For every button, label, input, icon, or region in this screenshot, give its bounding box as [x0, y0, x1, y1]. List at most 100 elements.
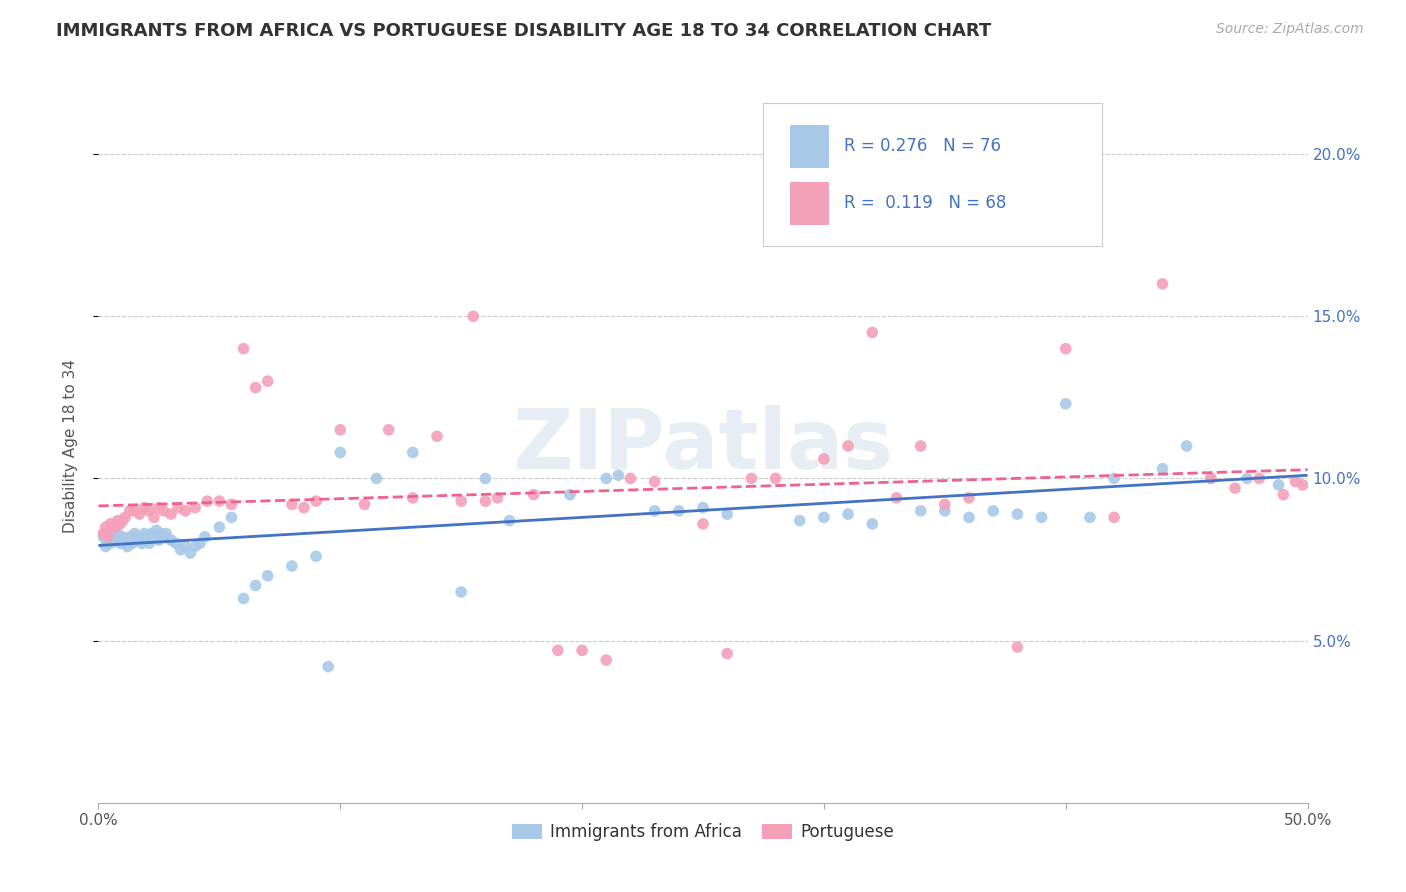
Point: [124, 526, 146, 541]
Point: [138, 536, 160, 550]
Point: [366, 471, 388, 485]
Point: [813, 510, 835, 524]
Point: [740, 471, 762, 485]
Point: [463, 310, 485, 324]
Point: [486, 491, 509, 505]
Point: [910, 504, 932, 518]
Point: [1267, 478, 1289, 492]
Point: [152, 530, 174, 544]
Point: [101, 530, 124, 544]
Point: [957, 510, 980, 524]
Point: [111, 530, 134, 544]
Point: [174, 504, 197, 518]
Point: [134, 526, 156, 541]
Point: [813, 452, 835, 467]
Point: [668, 504, 690, 518]
Point: [118, 504, 141, 518]
Point: [134, 500, 156, 515]
Point: [111, 514, 134, 528]
Point: [934, 504, 956, 518]
Point: [91, 530, 114, 544]
Legend: Immigrants from Africa, Portuguese: Immigrants from Africa, Portuguese: [505, 817, 901, 848]
Y-axis label: Disability Age 18 to 34: Disability Age 18 to 34: [63, 359, 77, 533]
Point: [1152, 277, 1174, 291]
Point: [138, 504, 160, 518]
Text: IMMIGRANTS FROM AFRICA VS PORTUGUESE DISABILITY AGE 18 TO 34 CORRELATION CHART: IMMIGRANTS FROM AFRICA VS PORTUGUESE DIS…: [56, 22, 991, 40]
Point: [91, 526, 114, 541]
Point: [245, 381, 267, 395]
Point: [558, 488, 581, 502]
Point: [607, 468, 630, 483]
Point: [194, 530, 217, 544]
Point: [837, 507, 859, 521]
Point: [860, 516, 883, 531]
Point: [148, 500, 170, 515]
Text: R = 0.276   N = 76: R = 0.276 N = 76: [845, 137, 1001, 155]
Point: [101, 520, 124, 534]
Point: [1199, 471, 1222, 485]
Point: [148, 533, 170, 547]
Point: [1249, 471, 1271, 485]
Point: [1199, 471, 1222, 485]
Point: [221, 510, 243, 524]
Point: [174, 540, 197, 554]
Point: [498, 514, 520, 528]
Point: [143, 530, 166, 544]
Point: [1223, 481, 1246, 495]
Point: [523, 488, 546, 502]
Point: [167, 500, 190, 515]
Point: [644, 504, 666, 518]
Point: [1272, 488, 1295, 502]
Point: [353, 497, 375, 511]
Point: [981, 504, 1004, 518]
Point: [281, 559, 304, 574]
Point: [107, 514, 129, 528]
Point: [644, 475, 666, 489]
Point: [571, 643, 593, 657]
Point: [1102, 510, 1125, 524]
Point: [100, 516, 122, 531]
Point: [94, 540, 117, 554]
Point: [1236, 471, 1258, 485]
Point: [184, 500, 207, 515]
FancyBboxPatch shape: [763, 103, 1102, 246]
Point: [104, 533, 127, 547]
Point: [1007, 507, 1029, 521]
Point: [184, 540, 207, 554]
Point: [208, 520, 231, 534]
Point: [1284, 475, 1306, 489]
Point: [169, 542, 191, 557]
Point: [474, 494, 496, 508]
Point: [117, 540, 139, 554]
Point: [232, 591, 254, 606]
Point: [716, 507, 738, 521]
Point: [160, 507, 183, 521]
Point: [128, 533, 150, 547]
Point: [474, 471, 496, 485]
Point: [94, 520, 117, 534]
Point: [860, 326, 883, 340]
Point: [100, 536, 122, 550]
Point: [692, 516, 714, 531]
Point: [329, 445, 352, 459]
Point: [121, 536, 143, 550]
Text: Source: ZipAtlas.com: Source: ZipAtlas.com: [1216, 22, 1364, 37]
Point: [127, 530, 149, 544]
Point: [305, 549, 328, 564]
Point: [934, 497, 956, 511]
Point: [107, 526, 129, 541]
Point: [160, 533, 183, 547]
Point: [1054, 342, 1077, 356]
Point: [152, 504, 174, 518]
Point: [245, 578, 267, 592]
Point: [128, 507, 150, 521]
Point: [131, 536, 153, 550]
Text: ZIPatlas: ZIPatlas: [513, 406, 893, 486]
Point: [450, 585, 472, 599]
Point: [118, 530, 141, 544]
Point: [114, 533, 136, 547]
Point: [97, 530, 120, 544]
Point: [1054, 397, 1077, 411]
Point: [1078, 510, 1101, 524]
Point: [1102, 471, 1125, 485]
